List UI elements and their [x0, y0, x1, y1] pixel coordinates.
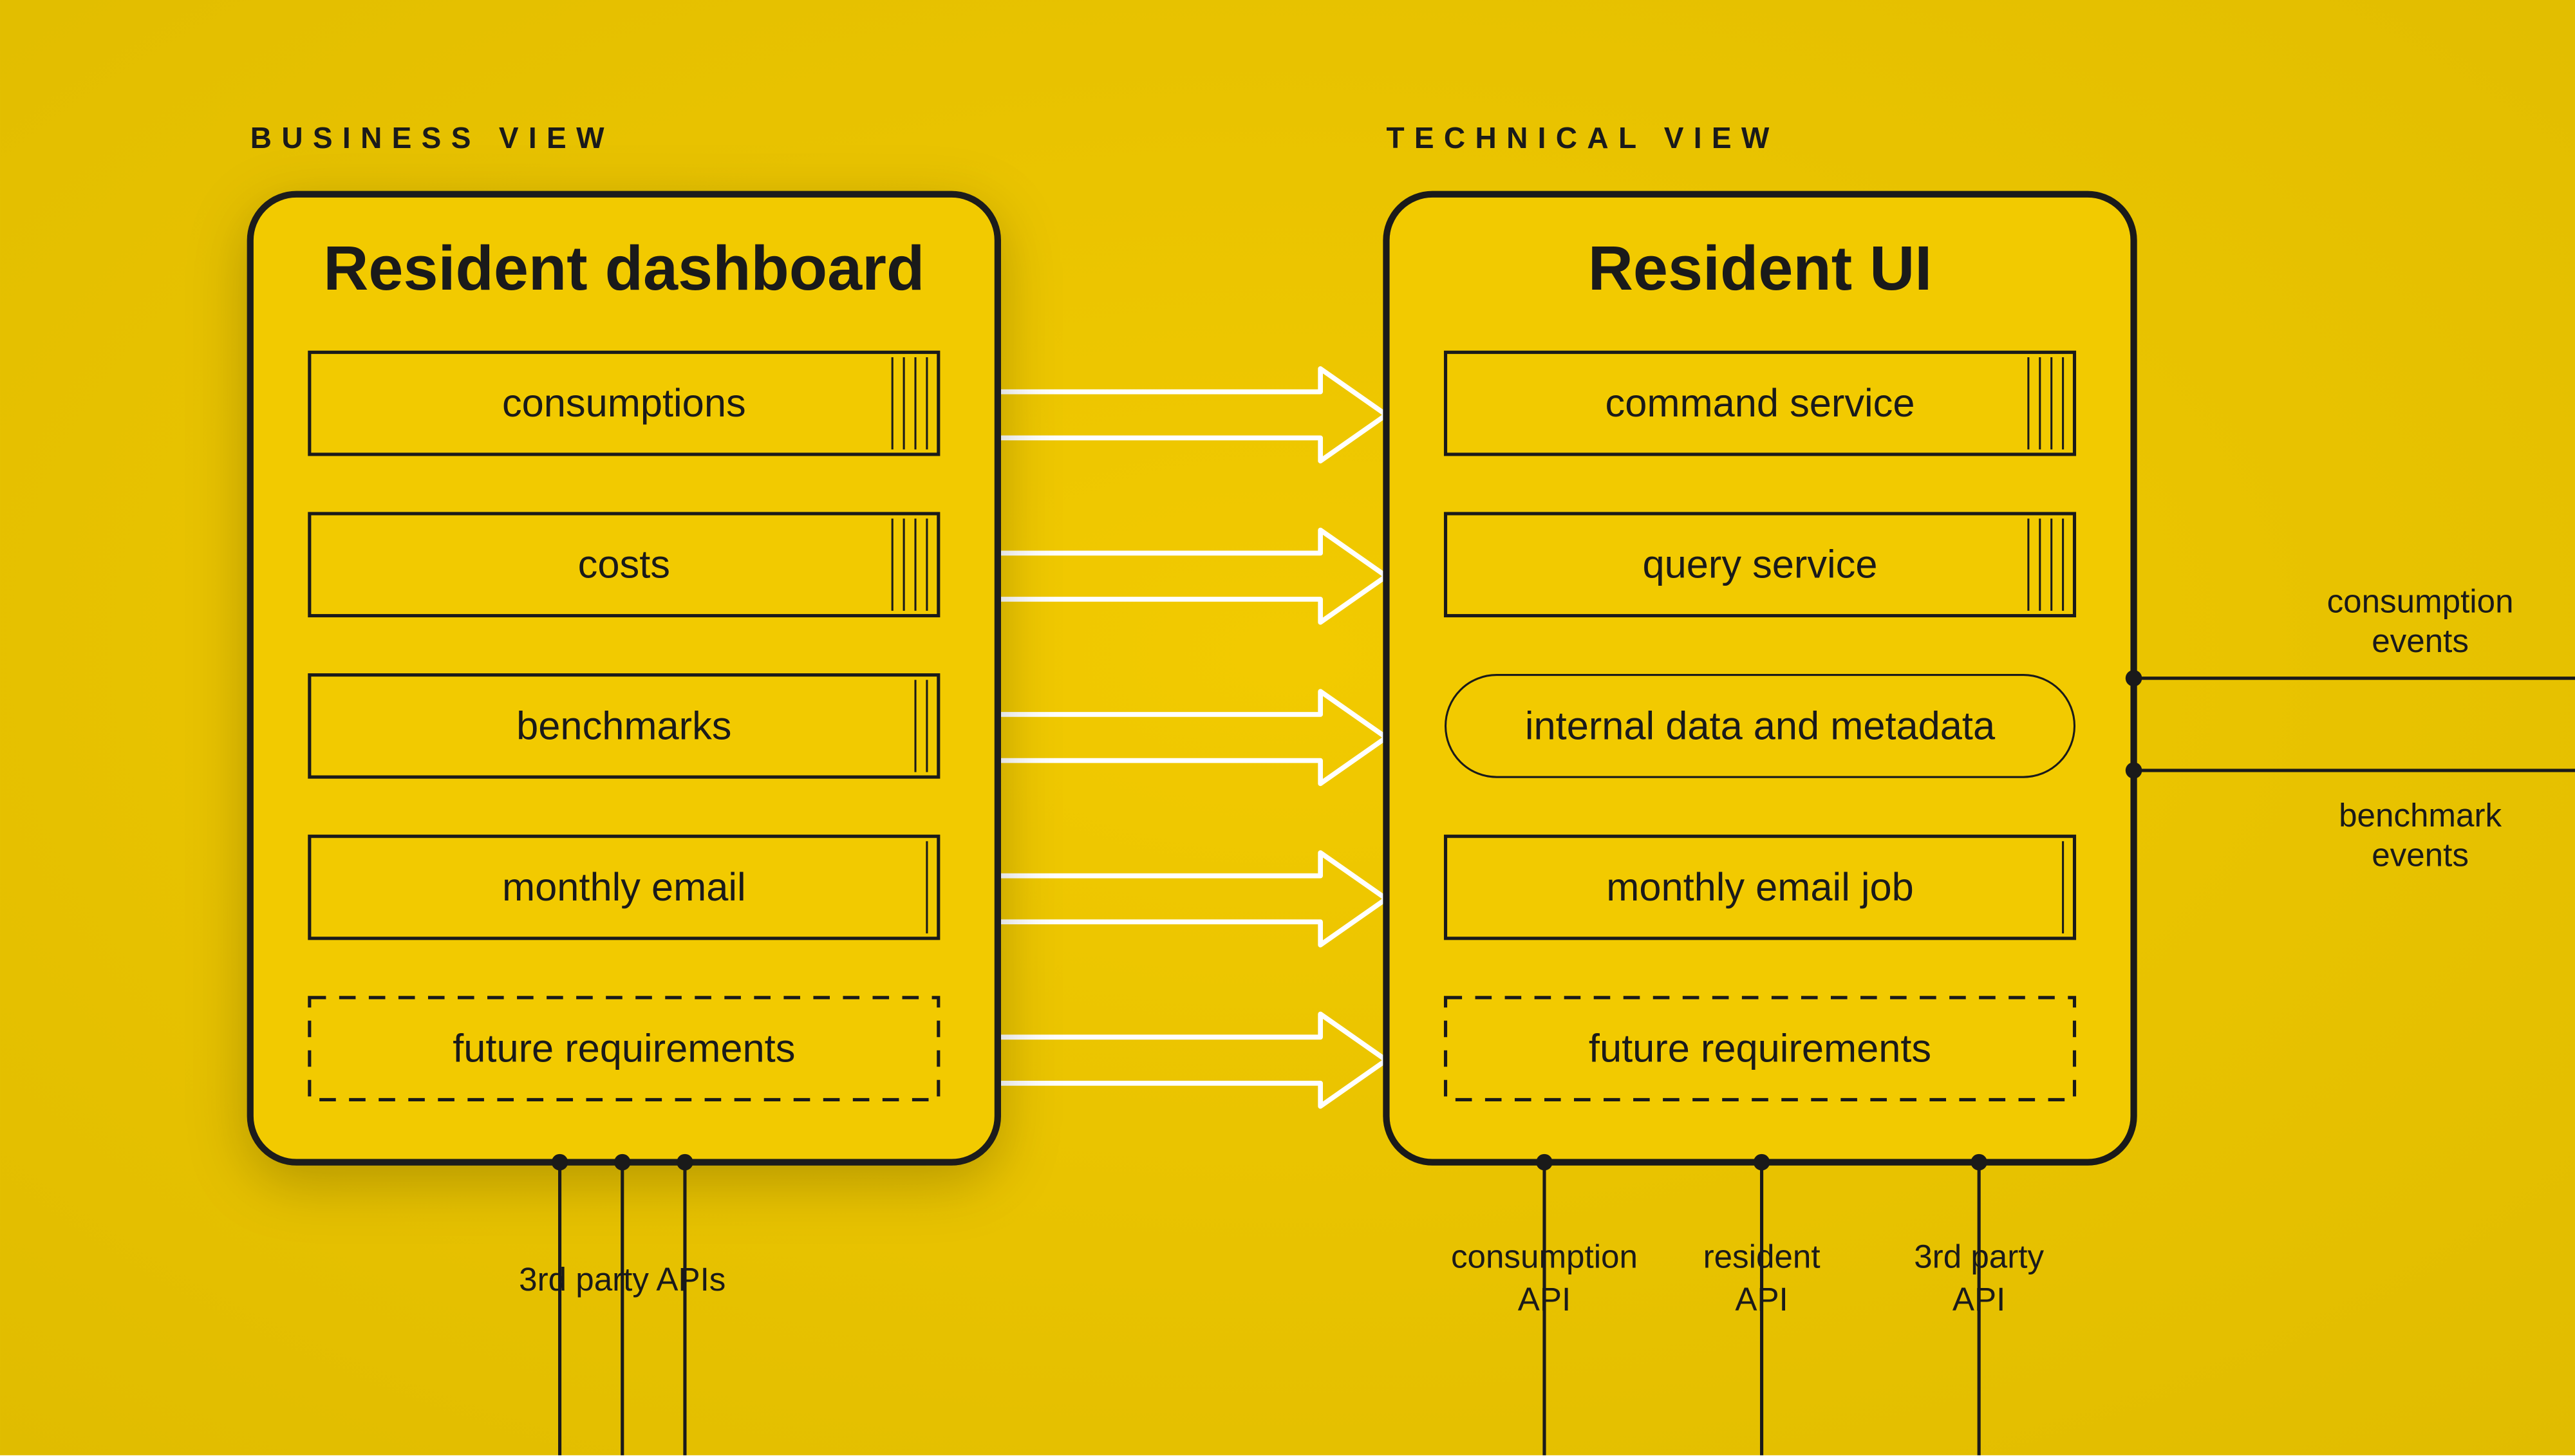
right-bottom-label2-1: API: [1735, 1281, 1788, 1318]
right-bottom-label1-0: consumption: [1451, 1238, 1638, 1274]
left-item-label-3: monthly email: [502, 865, 746, 910]
left-item-label-4: future requirements: [453, 1027, 795, 1071]
side-label-1a: benchmark: [2339, 797, 2502, 834]
right-item-label-2: internal data and metadata: [1525, 704, 1996, 748]
right-connector-dot-0: [1536, 1154, 1553, 1171]
left-connector-dot-1: [614, 1154, 631, 1171]
right-bottom-label2-0: API: [1518, 1281, 1571, 1318]
side-connector-dot-0: [2126, 670, 2142, 687]
left-panel: BUSINESS VIEW Resident dashboard consumpti…: [250, 121, 998, 1162]
right-item-label-0: command service: [1606, 381, 1915, 425]
right-item-label-3: monthly email job: [1606, 865, 1914, 910]
right-panel: TECHNICAL VIEW Resident UI command service…: [1386, 121, 2133, 1162]
right-connector-dot-1: [1754, 1154, 1770, 1171]
right-connector-dot-2: [1971, 1154, 1987, 1171]
right-item-label-1: query service: [1643, 543, 1878, 587]
left-panel-title: Resident dashboard: [323, 233, 924, 303]
right-bottom-label1-1: resident: [1703, 1238, 1821, 1274]
right-bottom-label1-2: 3rd party: [1914, 1238, 2044, 1274]
side-label-0a: consumption: [2327, 583, 2514, 619]
right-panel-title: Resident UI: [1588, 233, 1933, 303]
side-connector-dot-1: [2126, 762, 2142, 779]
left-item-label-0: consumptions: [502, 381, 746, 425]
right-section-header: TECHNICAL VIEW: [1386, 121, 1779, 154]
left-item-label-2: benchmarks: [516, 704, 731, 748]
left-connector-dot-2: [677, 1154, 693, 1171]
right-item-label-4: future requirements: [1589, 1027, 1931, 1071]
left-connector-dot-0: [552, 1154, 568, 1171]
left-bottom-label: 3rd party APIs: [519, 1261, 726, 1298]
left-item-label-1: costs: [578, 543, 670, 587]
left-panel-frame: [250, 194, 998, 1162]
side-label-0b: events: [2372, 622, 2469, 659]
right-bottom-label2-2: API: [1952, 1281, 2005, 1318]
side-label-1b: events: [2372, 836, 2469, 873]
left-section-header: BUSINESS VIEW: [250, 121, 614, 154]
right-panel-frame: [1386, 194, 2133, 1162]
